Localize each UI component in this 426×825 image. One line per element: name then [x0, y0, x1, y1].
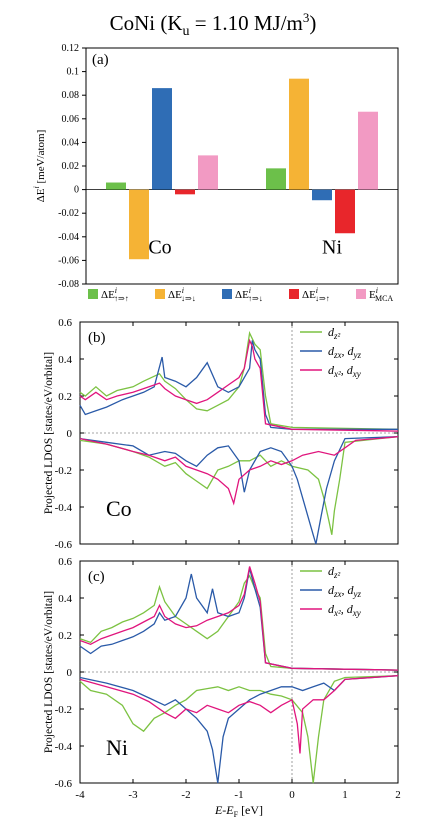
x-tick-label: 2 — [395, 789, 401, 801]
y-tick-label: 0.06 — [62, 114, 80, 125]
y-tick-label: 0 — [74, 185, 79, 196]
legend-label: ΔEi ↓⇒↑ — [302, 286, 330, 303]
legend-label: ΔEi ↑⇒↑ — [101, 286, 129, 303]
ldos-chart-panel-b: 0.6 0.4 0.2 0 -0.2 -0.4 -0.6 Projected LDOS [st… — [43, 317, 399, 551]
legend-swatch — [289, 289, 299, 299]
ldos-line-0-down — [79, 436, 399, 535]
y-tick-label: 0.6 — [58, 556, 72, 568]
y-tick-label: 0.2 — [58, 391, 72, 403]
x-tick-label: -3 — [128, 789, 138, 801]
x-tick-label: -2 — [181, 789, 190, 801]
bar-Co-0 — [106, 182, 126, 190]
legend-swatch — [222, 289, 232, 299]
ldos-line-2-down — [79, 675, 399, 754]
y-tick-label: -0.6 — [55, 778, 73, 790]
y-tick-label: 0 — [67, 428, 73, 440]
legend-swatch — [155, 289, 165, 299]
ldos-line-0-down — [79, 675, 399, 784]
panel-label: (c) — [88, 569, 105, 585]
bar-Co-2 — [152, 88, 172, 190]
bar-Ni-2 — [312, 189, 332, 201]
y-tick-label: 0.2 — [58, 630, 72, 642]
y-tick-label: -0.08 — [58, 279, 79, 290]
legend-label: dz² — [328, 325, 341, 341]
ldos-line-1-down — [79, 436, 399, 545]
legend-label: ΔEi ↓⇒↓ — [168, 286, 196, 303]
y-tick-label: -0.6 — [55, 539, 73, 551]
ldos-line-0-up — [79, 574, 399, 671]
x-tick-label: -4 — [75, 789, 85, 801]
y-tick-label: 0.08 — [62, 90, 80, 101]
category-label-Co: Co — [148, 237, 171, 259]
x-tick-label: -1 — [234, 789, 243, 801]
y-tick-label: -0.4 — [55, 502, 73, 514]
x-tick-label: 1 — [342, 789, 348, 801]
y-tick-label: -0.04 — [58, 232, 79, 243]
y-tick-label: 0.6 — [58, 317, 72, 329]
bar-Ni-0 — [266, 168, 286, 190]
y-axis-label: Projected LDOS [states/eV/orbital] — [43, 352, 55, 514]
y-tick-label: -0.02 — [58, 208, 79, 219]
y-axis-label: Projected LDOS [states/eV/orbital] — [43, 591, 55, 753]
bar-chart-panel-a: 0.12 0.1 0.08 0.06 0.04 0.02 0 -0.02 -0.04 -0.06 -… — [32, 43, 399, 303]
ldos-line-1-down — [79, 675, 399, 784]
y-tick-label: 0.12 — [62, 43, 80, 54]
ldos-line-2-up — [79, 338, 399, 432]
legend-label: dz² — [328, 564, 341, 580]
legend-swatch — [88, 289, 98, 299]
ldos-line-2-down — [79, 436, 399, 506]
ldos-line-2-up — [79, 566, 399, 671]
y-tick-label: 0.04 — [62, 137, 80, 148]
ldos-line-1-up — [79, 568, 399, 671]
legend-label: dzx, dyz — [328, 344, 361, 360]
ldos-line-0-up — [79, 330, 399, 430]
bar-Co-4 — [198, 155, 218, 190]
atom-label: Ni — [106, 735, 128, 760]
y-tick-label: -0.06 — [58, 255, 79, 266]
y-tick-label: -0.2 — [55, 704, 72, 716]
legend-label: dx², dxy — [328, 602, 361, 618]
y-tick-label: 0.4 — [58, 354, 72, 366]
legend-label: Ei MCA — [369, 286, 393, 303]
panel-label: (a) — [92, 52, 109, 68]
ldos-chart-panel-c: 0.6 0.4 0.2 0 -0.2 -0.4 -0.6-4 -3 -2 -1 0 1 2 Project… — [43, 556, 401, 819]
ldos-line-1-up — [79, 340, 398, 430]
legend-label: dzx, dyz — [328, 583, 361, 599]
bar-Co-1 — [129, 189, 149, 260]
bar-Ni-3 — [335, 189, 355, 234]
y-tick-label: -0.2 — [55, 465, 72, 477]
legend-swatch — [356, 289, 366, 299]
atom-label: Co — [106, 496, 132, 521]
figure-title: CoNi (Ku = 1.10 MJ/m3) — [110, 10, 317, 39]
y-axis-label: ΔEi [meV/atom] — [32, 130, 47, 203]
y-tick-label: 0 — [67, 667, 73, 679]
x-axis-label: E-EF [eV] — [214, 803, 263, 819]
y-tick-label: 0.1 — [67, 67, 80, 78]
category-label-Ni: Ni — [322, 237, 342, 259]
bar-Co-3 — [175, 189, 195, 195]
y-tick-label: 0.4 — [58, 593, 72, 605]
legend-label: ΔEi ↑⇒↓ — [235, 286, 263, 303]
x-tick-label: 0 — [289, 789, 295, 801]
y-tick-label: 0.02 — [62, 161, 80, 172]
legend-label: dx², dxy — [328, 363, 361, 379]
bar-Ni-1 — [289, 78, 309, 190]
panel-label: (b) — [88, 330, 106, 346]
bar-Ni-4 — [358, 111, 378, 190]
y-tick-label: -0.4 — [55, 741, 73, 753]
